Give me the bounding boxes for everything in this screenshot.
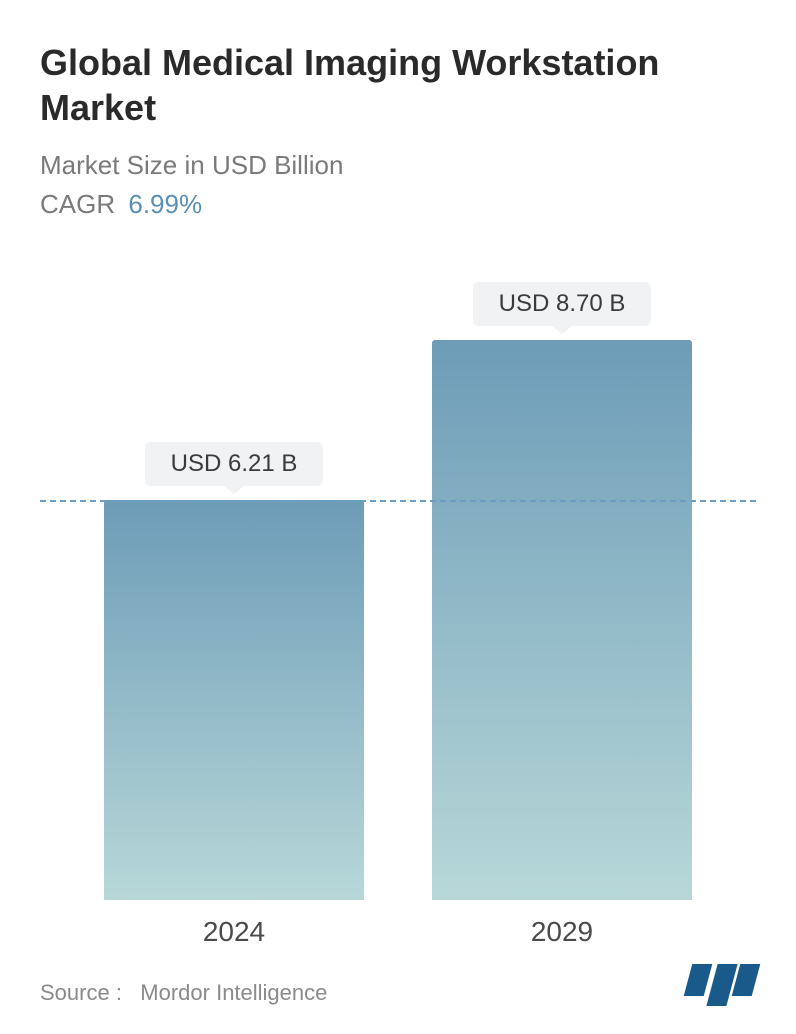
bar-group: USD 8.70 B — [432, 282, 692, 900]
bar-value-label: USD 8.70 B — [473, 282, 652, 326]
x-axis-labels: 2024 2029 — [40, 900, 756, 948]
bar — [104, 500, 364, 900]
bar-group: USD 6.21 B — [104, 442, 364, 900]
brand-logo-icon — [688, 964, 756, 1006]
x-axis-label: 2029 — [432, 916, 692, 948]
bar-value-label: USD 6.21 B — [145, 442, 324, 486]
reference-line — [40, 500, 756, 502]
chart-title: Global Medical Imaging Workstation Marke… — [40, 40, 756, 130]
chart-footer: Source : Mordor Intelligence — [40, 964, 756, 1006]
x-axis-label: 2024 — [104, 916, 364, 948]
chart-subtitle: Market Size in USD Billion — [40, 150, 756, 181]
source-text: Source : Mordor Intelligence — [40, 980, 327, 1006]
source-value: Mordor Intelligence — [140, 980, 327, 1005]
source-label: Source : — [40, 980, 122, 1005]
bar — [432, 340, 692, 900]
cagr-label: CAGR — [40, 189, 115, 219]
bars-container: USD 6.21 B USD 8.70 B — [40, 280, 756, 900]
cagr-value: 6.99% — [128, 189, 202, 219]
chart-area: USD 6.21 B USD 8.70 B — [40, 280, 756, 900]
cagr-line: CAGR 6.99% — [40, 189, 756, 220]
